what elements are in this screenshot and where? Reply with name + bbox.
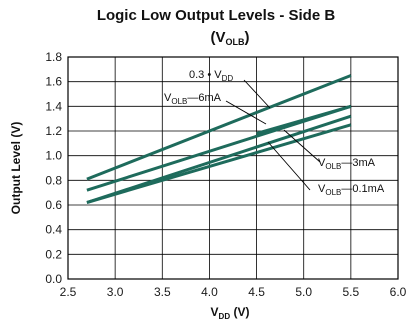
y-tick-label: 0.0 bbox=[45, 272, 62, 286]
grid bbox=[68, 57, 398, 279]
y-tick-label: 0.8 bbox=[45, 173, 62, 187]
y-tick-label: 1.0 bbox=[45, 149, 62, 163]
chart-subtitle: (VOLB) bbox=[211, 29, 250, 47]
y-tick-label: 1.4 bbox=[45, 99, 62, 113]
series-line-2 bbox=[86, 104, 352, 192]
y-tick-label: 0.2 bbox=[45, 247, 62, 261]
annotation-01ma: VOLB—0.1mA bbox=[318, 183, 385, 197]
series-line-4 bbox=[86, 123, 352, 204]
y-tick-label: 1.8 bbox=[45, 50, 62, 64]
chart-title: Logic Low Output Levels - Side B bbox=[97, 7, 336, 24]
y-tick-label: 0.6 bbox=[45, 198, 62, 212]
x-axis-label: VDD (V) bbox=[211, 305, 250, 321]
y-tick-label: 1.6 bbox=[45, 75, 62, 89]
x-tick-label: 5.5 bbox=[343, 285, 360, 299]
series-group bbox=[86, 74, 352, 204]
x-tick-label: 5.0 bbox=[295, 285, 312, 299]
annotation-leaders bbox=[225, 79, 321, 191]
leader-vdd30 bbox=[243, 79, 271, 109]
y-axis-label: Output Level (V) bbox=[9, 122, 23, 215]
series-line-0 bbox=[86, 74, 352, 181]
x-tick-label: 4.5 bbox=[248, 285, 265, 299]
x-tick-label: 4.0 bbox=[201, 285, 218, 299]
annotation-3ma: VOLB—3mA bbox=[318, 157, 376, 171]
x-tick-labels: 2.5 3.0 3.5 4.0 4.5 5.0 5.5 6.0 bbox=[60, 285, 407, 299]
x-tick-label: 6.0 bbox=[390, 285, 407, 299]
annotation-vdd30: 0.3 • VDD bbox=[189, 69, 233, 83]
leader-3ma bbox=[283, 129, 321, 163]
x-tick-label: 3.5 bbox=[154, 285, 171, 299]
annotation-6ma: VOLB—6mA bbox=[164, 92, 222, 106]
plot-frame bbox=[67, 56, 399, 280]
x-tick-label: 2.5 bbox=[60, 285, 77, 299]
x-tick-label: 3.0 bbox=[107, 285, 124, 299]
y-tick-label: 0.4 bbox=[45, 223, 62, 237]
leader-6ma bbox=[225, 100, 267, 125]
leader-01ma bbox=[267, 141, 311, 191]
y-tick-labels: 0.0 0.2 0.4 0.6 0.8 1.0 1.2 1.4 1.6 1.8 bbox=[45, 50, 62, 286]
y-tick-label: 1.2 bbox=[45, 124, 62, 138]
